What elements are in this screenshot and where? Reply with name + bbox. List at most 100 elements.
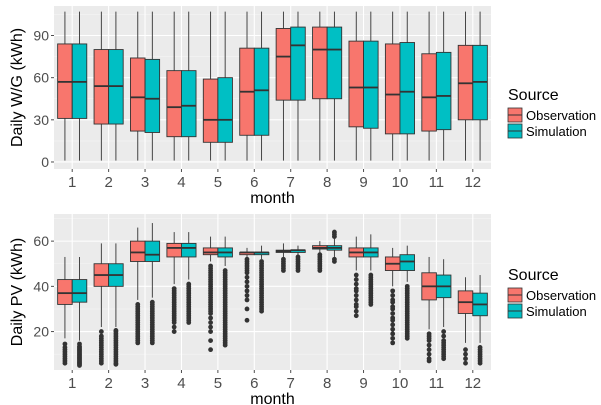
box-simulation-month-8 [326, 229, 343, 264]
box-body [57, 279, 73, 305]
box-body [130, 240, 146, 262]
outlier-point [332, 234, 337, 240]
x-tick-label: 2 [104, 174, 112, 191]
outlier-point [171, 324, 177, 330]
outlier-point [390, 322, 396, 328]
box-simulation-month-8 [326, 11, 343, 161]
outlier-point [259, 308, 264, 314]
box-body [363, 40, 379, 129]
outlier-point [208, 338, 213, 344]
outlier-point [135, 340, 141, 346]
box-simulation-month-10 [399, 11, 415, 161]
y-tick-label: 20 [33, 324, 49, 340]
box-simulation-month-2 [108, 243, 124, 367]
box-simulation-month-11 [435, 11, 452, 161]
outlier-point [244, 297, 250, 303]
outlier-point [404, 335, 410, 341]
box-simulation-month-2 [108, 11, 124, 161]
box-observation-month-10 [384, 11, 401, 161]
outlier-point [113, 361, 119, 367]
x-tick-label: 7 [287, 174, 295, 191]
x-tick-label: 10 [392, 375, 409, 392]
x-tick-label: 4 [177, 174, 185, 191]
box-simulation-month-7 [290, 11, 306, 161]
plot-panel [54, 214, 491, 370]
outlier-point [426, 347, 432, 353]
box-simulation-month-3 [144, 223, 161, 346]
outlier-point [244, 317, 250, 323]
x-tick-label: 12 [464, 174, 481, 191]
box-simulation-month-4 [181, 232, 197, 325]
y-axis-title: Daily PV (kWh) [9, 238, 26, 346]
box-simulation-month-7 [290, 245, 306, 273]
outlier-point [390, 326, 396, 332]
outlier-point [390, 335, 396, 341]
box-observation-month-12 [457, 11, 474, 161]
box-observation-month-2 [93, 11, 110, 161]
legend-item-simulation: Simulation [507, 123, 587, 139]
box-simulation-month-12 [472, 11, 488, 161]
box-body [181, 70, 197, 138]
outlier-point [441, 333, 447, 339]
x-tick-label: 10 [392, 174, 409, 191]
outlier-point [332, 259, 337, 264]
x-tick-label: 4 [177, 375, 185, 392]
outlier-point [463, 356, 468, 362]
x-axis-title: month [250, 391, 294, 405]
outlier-point [98, 360, 104, 366]
box-simulation-month-9 [363, 11, 379, 161]
outlier-point [353, 272, 359, 278]
box-body [326, 26, 343, 100]
box-simulation-month-6 [253, 11, 270, 161]
outlier-point [368, 302, 374, 307]
outlier-point [353, 281, 359, 287]
x-tick-label: 5 [214, 174, 222, 191]
outlier-point [353, 292, 359, 298]
outlier-point [317, 268, 323, 273]
outlier-point [390, 288, 396, 294]
x-tick-label: 9 [359, 174, 367, 191]
x-tick-label: 3 [141, 174, 149, 191]
legend-title: Source [508, 87, 559, 104]
outlier-point [208, 329, 213, 334]
outlier-point [477, 360, 483, 366]
y-axis-title: Daily W/G (kWh) [9, 28, 26, 147]
outlier-point [222, 342, 228, 348]
box-observation-month-7 [275, 243, 292, 273]
outlier-point [208, 347, 213, 353]
box-body [312, 26, 328, 100]
outlier-point [281, 268, 286, 273]
y-tick-label: 0 [41, 154, 49, 170]
box-body [217, 77, 233, 143]
x-tick-label: 6 [250, 174, 258, 191]
box-observation-month-3 [130, 11, 146, 161]
box-body [290, 26, 306, 101]
outlier-point [441, 356, 447, 362]
outlier-point [390, 292, 396, 298]
outlier-point [98, 329, 104, 334]
outlier-point [186, 320, 192, 325]
outlier-point [390, 340, 396, 346]
x-tick-label: 12 [464, 375, 481, 392]
box-observation-month-9 [348, 236, 364, 319]
box-simulation-month-12 [472, 275, 488, 366]
y-tick-label: 40 [33, 278, 49, 294]
box-body [144, 240, 161, 262]
box-observation-month-5 [202, 11, 219, 161]
outlier-point [77, 363, 82, 368]
outlier-point [244, 292, 250, 298]
box-body [399, 42, 415, 135]
outlier-point [244, 306, 250, 312]
outlier-point [353, 277, 359, 282]
outlier-point [353, 308, 359, 314]
y-tick-label: 30 [33, 112, 49, 128]
box-body [275, 28, 292, 101]
outlier-point [244, 270, 250, 276]
outlier-point [171, 320, 177, 325]
box-body [202, 247, 219, 256]
outlier-point [208, 324, 213, 330]
box-simulation-month-6 [253, 245, 270, 314]
